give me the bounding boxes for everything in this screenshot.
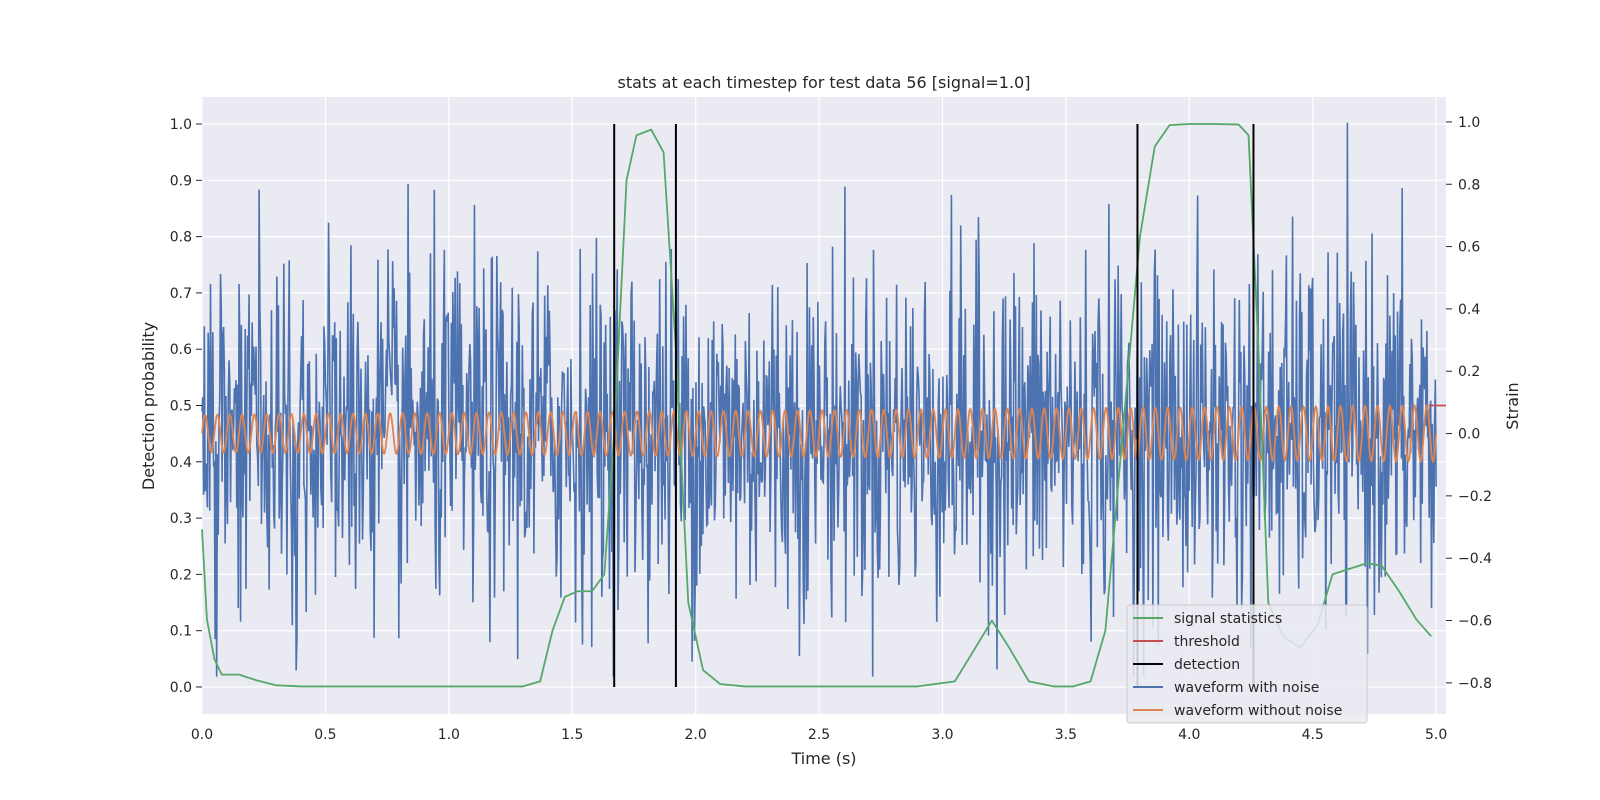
x-tick-label: 2.5	[808, 727, 830, 743]
x-axis-title: Time (s)	[790, 749, 856, 768]
waveform-without-noise-series	[201, 403, 1438, 464]
x-tick-label: 3.5	[1055, 727, 1077, 743]
y-tick-label: 0.5	[170, 399, 192, 415]
y-tick-label: 0.6	[170, 342, 192, 358]
y-tick-label: 0.1	[170, 624, 192, 640]
legend: signal statistics threshold detection wa…	[1126, 604, 1368, 724]
y-tick-label: 0.0	[170, 680, 192, 696]
y-right-tick-label: 0.4	[1458, 302, 1480, 318]
x-axis-ticks: 0.0 0.5 1.0 1.5 2.0 2.5 3.0 3.5 4.0 4.5 5.0	[191, 727, 1447, 743]
y-tick-label: 0.9	[170, 173, 192, 189]
y-right-tick-label: 0.0	[1458, 427, 1480, 443]
y-axis-left-title: Detection probability	[139, 322, 158, 490]
y-axis-left-ticks: 0.0 0.1 0.2 0.3 0.4 0.5 0.6 0.7 0.8 0.9 1.0	[170, 117, 202, 696]
y-axis-right-ticks: −0.8 −0.6 −0.4 −0.2 0.0 0.2 0.4 0.6 0.8 1.0	[1446, 115, 1492, 692]
detection-lines	[613, 124, 1255, 687]
legend-label-threshold: threshold	[1174, 634, 1240, 650]
y-right-tick-label: −0.2	[1458, 489, 1492, 505]
waveform-without-noise-line	[201, 403, 1438, 464]
legend-label-waveform-without-noise: waveform without noise	[1174, 703, 1342, 719]
x-tick-label: 0.0	[191, 727, 213, 743]
y-tick-label: 0.4	[170, 455, 192, 471]
y-right-tick-label: −0.6	[1458, 614, 1492, 630]
y-right-tick-label: 0.8	[1458, 177, 1480, 193]
y-axis-right-title: Strain	[1503, 382, 1522, 429]
x-tick-label: 2.0	[685, 727, 707, 743]
y-tick-label: 0.8	[170, 230, 192, 246]
chart-title: stats at each timestep for test data 56 …	[618, 73, 1031, 92]
y-tick-label: 0.3	[170, 511, 192, 527]
y-tick-label: 0.2	[170, 567, 192, 583]
y-tick-label: 0.7	[170, 286, 192, 302]
y-right-tick-label: 0.2	[1458, 364, 1480, 380]
x-tick-label: 4.0	[1178, 727, 1200, 743]
x-tick-label: 5.0	[1425, 727, 1447, 743]
y-right-tick-label: −0.4	[1458, 551, 1492, 567]
x-tick-label: 4.5	[1302, 727, 1324, 743]
waveform-with-noise-series	[201, 122, 1437, 677]
legend-label-waveform-with-noise: waveform with noise	[1174, 680, 1319, 696]
legend-box	[1126, 604, 1368, 724]
y-right-tick-label: −0.8	[1458, 676, 1492, 692]
y-right-tick-label: 0.6	[1458, 240, 1480, 256]
y-right-tick-label: 1.0	[1458, 115, 1480, 131]
x-tick-label: 3.0	[931, 727, 953, 743]
x-tick-label: 1.5	[561, 727, 583, 743]
y-tick-label: 1.0	[170, 117, 192, 133]
legend-label-signal-statistics: signal statistics	[1174, 611, 1282, 627]
waveform-with-noise-line	[201, 122, 1437, 677]
x-tick-label: 0.5	[314, 727, 336, 743]
x-tick-label: 1.0	[438, 727, 460, 743]
legend-label-detection: detection	[1174, 657, 1240, 673]
